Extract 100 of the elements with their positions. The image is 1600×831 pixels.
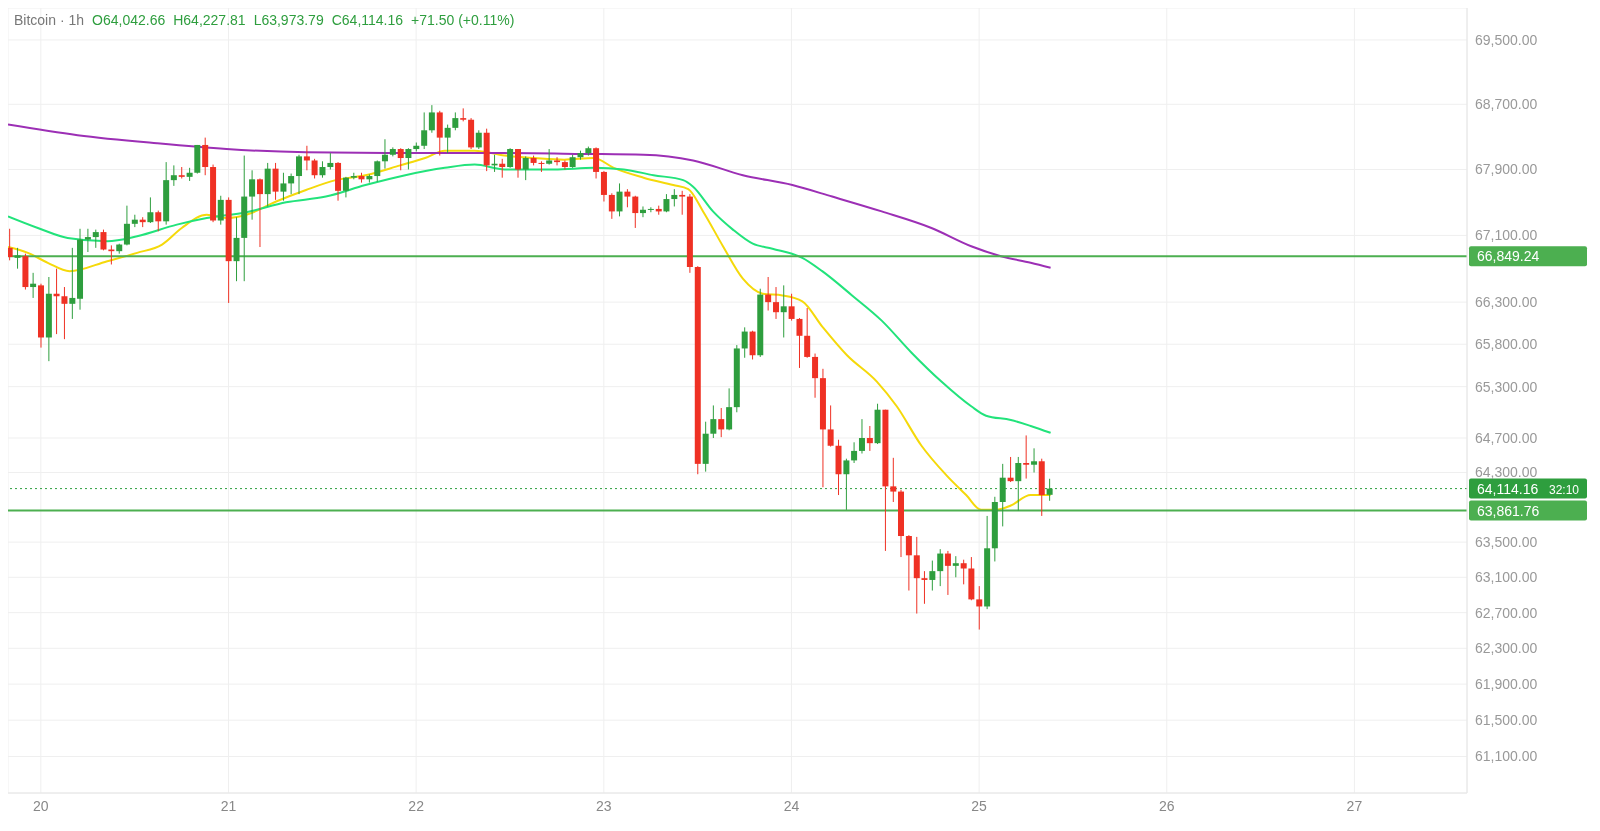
candlestick [616, 182, 623, 217]
candlestick [780, 284, 787, 338]
candlestick [639, 205, 646, 218]
y-tick-label: 61,100.00 [1475, 748, 1538, 765]
candlestick [960, 559, 967, 585]
ref-line-label: 63,861.76 [1477, 502, 1540, 519]
x-tick-label: 25 [971, 797, 988, 814]
candlestick [538, 160, 545, 173]
candlestick [796, 317, 803, 369]
candlestick [921, 570, 928, 605]
candlestick [1023, 434, 1030, 480]
annotation: C64,114.16 [331, 12, 404, 28]
candlestick [155, 210, 162, 232]
candlestick [202, 137, 209, 176]
candlestick [515, 148, 522, 179]
candlestick [272, 162, 279, 201]
candlestick [952, 555, 959, 578]
candlestick [522, 155, 529, 181]
candlestick [170, 164, 177, 187]
candlestick [608, 192, 615, 220]
y-tick-label: 64,700.00 [1475, 429, 1538, 446]
x-tick-label: 22 [408, 797, 425, 814]
candlestick [944, 550, 951, 596]
candlestick [851, 441, 858, 464]
candlestick [812, 353, 819, 399]
candlestick [84, 228, 91, 253]
candlestick [937, 548, 944, 587]
y-tick-label: 62,700.00 [1475, 604, 1538, 621]
text: 32:10 [1549, 482, 1580, 497]
candlestick [632, 195, 639, 229]
x-tick-label: 23 [596, 797, 612, 814]
y-tick-label: 63,500.00 [1475, 534, 1538, 551]
y-tick-label: 65,300.00 [1475, 378, 1538, 395]
candlestick [663, 193, 670, 213]
candlestick [217, 195, 224, 226]
candlestick [827, 404, 834, 448]
candlestick [647, 206, 654, 213]
candlestick [858, 418, 865, 455]
annotation: L63,973.79 [253, 12, 324, 28]
candlestick [679, 190, 686, 216]
x-tick-label: 21 [220, 797, 237, 814]
candlestick [8, 228, 13, 261]
candlestick [741, 326, 748, 359]
x-tick-label: 24 [783, 797, 800, 814]
candlestick [749, 330, 756, 360]
candlestick [1031, 447, 1038, 474]
annotation: O64,042.66 [92, 12, 166, 28]
x-tick-label: 26 [1158, 797, 1175, 814]
ref-line-label: 64,114.16 [1477, 480, 1539, 497]
candlestick [428, 104, 435, 134]
candlestick [303, 145, 310, 171]
y-tick-label: 63,100.00 [1475, 569, 1538, 586]
y-tick-label: 64,300.00 [1475, 464, 1538, 481]
candlestick [14, 247, 21, 270]
candlestick [147, 196, 154, 224]
candlestick [624, 188, 631, 208]
candlestick [123, 205, 130, 246]
candlestick [92, 229, 99, 249]
y-tick-label: 69,500.00 [1475, 31, 1538, 48]
candlestick [374, 159, 381, 183]
ref-line-label: 66,849.24 [1477, 248, 1540, 265]
candlestick [342, 176, 349, 198]
candlestick [507, 147, 514, 169]
chart-title: Bitcoin · 1h [14, 12, 85, 28]
candlestick [710, 404, 717, 439]
candlestick [311, 158, 318, 179]
candlestick [421, 111, 428, 150]
candlestick [890, 457, 897, 503]
candlestick [554, 156, 561, 166]
y-tick-label: 62,300.00 [1475, 640, 1538, 657]
candlestick [976, 585, 983, 631]
candlestick [499, 158, 506, 179]
annotation: H64,227.81 [173, 12, 246, 28]
candlestick [866, 425, 873, 452]
y-tick-label: 67,900.00 [1475, 161, 1538, 178]
y-tick-label: 67,100.00 [1475, 227, 1538, 244]
candlestick [726, 387, 733, 431]
x-tick-label: 27 [1346, 797, 1363, 814]
candlestick [288, 173, 295, 195]
candlestick [929, 560, 936, 592]
candlestick [280, 172, 287, 202]
candlestick [397, 147, 404, 171]
candlestick [233, 216, 240, 282]
candlestick [381, 138, 388, 170]
line-series [8, 149, 1052, 511]
line-series [8, 123, 1052, 269]
candlestick [765, 276, 772, 312]
candlestick [475, 129, 482, 150]
candlestick [69, 247, 76, 320]
candlestick [905, 534, 912, 592]
candlestick [444, 124, 451, 154]
candlestick [593, 146, 600, 179]
candlestick [773, 286, 780, 320]
candlestick [405, 147, 412, 170]
y-tick-label: 65,800.00 [1475, 336, 1538, 353]
candlestick [249, 169, 256, 221]
y-tick-label: 61,900.00 [1475, 676, 1538, 693]
candlestick [804, 307, 811, 359]
candlestick [30, 272, 37, 299]
candlestick [61, 286, 68, 340]
